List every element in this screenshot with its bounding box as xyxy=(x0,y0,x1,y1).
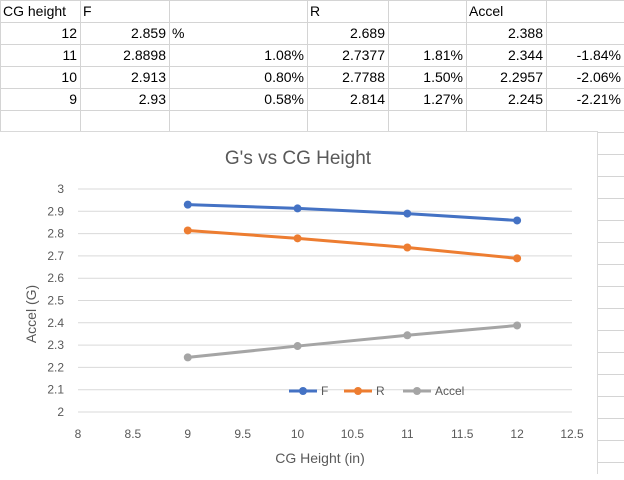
y-tick-label: 2.2 xyxy=(47,360,64,374)
x-tick-label: 10.5 xyxy=(341,427,365,441)
cell-accel[interactable]: 2.245 xyxy=(507,91,543,107)
cell-cg[interactable]: 12 xyxy=(61,25,77,41)
legend-label-f: F xyxy=(321,384,328,398)
data-point-accel xyxy=(403,331,412,340)
series-line-accel xyxy=(187,323,518,359)
cell-cg[interactable]: 10 xyxy=(61,69,77,85)
data-point-f xyxy=(293,204,302,213)
cell-r[interactable]: 2.7788 xyxy=(342,69,385,85)
header-accel[interactable]: Accel xyxy=(469,3,504,19)
series-line-r xyxy=(187,228,518,260)
y-tick-label: 2.4 xyxy=(47,316,64,330)
cell-unit[interactable]: % xyxy=(172,25,185,41)
data-point-f xyxy=(513,216,522,225)
x-tick-label: 10 xyxy=(291,427,305,441)
line-chart: G's vs CG Height 2 2.1 2.2 2.3 2.4 2.5 2.6 2.7 2… xyxy=(23,148,584,466)
cell-f[interactable]: 2.913 xyxy=(130,69,166,85)
y-tick-label: 2.6 xyxy=(47,271,64,285)
data-point-f xyxy=(183,200,192,209)
x-tick-label: 12 xyxy=(510,427,524,441)
cell-accel-pct[interactable]: -2.21% xyxy=(576,91,621,107)
cell-f[interactable]: 2.93 xyxy=(138,91,166,107)
legend-marker-f xyxy=(299,387,307,395)
y-tick-label: 2.8 xyxy=(47,227,64,241)
y-tick-label: 2.1 xyxy=(47,383,64,397)
cell-r[interactable]: 2.7377 xyxy=(342,47,385,63)
legend-marker-accel xyxy=(413,387,421,395)
cell-r-pct[interactable]: 1.50% xyxy=(423,69,463,85)
header-cg-height[interactable]: CG height xyxy=(3,3,67,19)
cell-r[interactable]: 2.689 xyxy=(349,25,385,41)
cell-cg[interactable]: 9 xyxy=(69,91,77,107)
cell-accel-pct[interactable]: -1.84% xyxy=(576,47,621,63)
y-tick-label: 3 xyxy=(57,182,64,196)
chart-object[interactable]: G's vs CG Height 2 2.1 2.2 2.3 2.4 2.5 2.6 2.7 2… xyxy=(0,131,598,474)
cell-accel-pct[interactable]: -2.06% xyxy=(576,69,621,85)
y-axis-title[interactable]: Accel (G) xyxy=(23,285,39,343)
cell-r-pct[interactable]: 1.27% xyxy=(423,91,463,107)
data-point-f xyxy=(403,209,412,218)
cell-cg[interactable]: 11 xyxy=(62,47,77,63)
y-tick-label: 2.3 xyxy=(47,338,64,352)
cell-f[interactable]: 2.8898 xyxy=(123,47,166,63)
y-tick-label: 2.5 xyxy=(47,294,64,308)
legend-label-accel: Accel xyxy=(435,384,464,398)
legend-label-r: R xyxy=(376,384,385,398)
data-point-r xyxy=(403,243,412,252)
chart-title[interactable]: G's vs CG Height xyxy=(225,148,372,169)
cell-f-pct[interactable]: 0.58% xyxy=(264,91,304,107)
cell-accel[interactable]: 2.388 xyxy=(507,25,543,41)
data-point-accel xyxy=(183,353,192,362)
y-tick-label: 2 xyxy=(57,405,64,419)
x-tick-label: 8.5 xyxy=(125,427,142,441)
cell-r-pct[interactable]: 1.81% xyxy=(423,47,463,63)
y-tick-label: 2.9 xyxy=(47,204,64,218)
data-point-r xyxy=(183,226,192,235)
data-point-accel xyxy=(293,342,302,351)
cell-f[interactable]: 2.859 xyxy=(130,25,166,41)
data-point-r xyxy=(513,254,522,263)
cell-r[interactable]: 2.814 xyxy=(349,91,385,107)
cell-f-pct[interactable]: 0.80% xyxy=(264,69,304,85)
cell-accel[interactable]: 2.2957 xyxy=(500,69,543,85)
x-tick-label: 11.5 xyxy=(451,427,474,441)
x-tick-label: 12.5 xyxy=(560,427,584,441)
x-tick-label: 8 xyxy=(75,427,82,441)
legend-marker-r xyxy=(354,387,362,395)
y-tick-label: 2.7 xyxy=(47,249,64,263)
series-line-f xyxy=(187,203,518,222)
x-tick-label: 11 xyxy=(401,427,414,441)
cell-f-pct[interactable]: 1.08% xyxy=(264,47,304,63)
data-point-r xyxy=(293,234,302,243)
data-point-accel xyxy=(513,321,522,330)
header-r[interactable]: R xyxy=(310,3,321,19)
x-tick-label: 9.5 xyxy=(234,427,251,441)
header-f[interactable]: F xyxy=(83,3,92,19)
x-axis-title[interactable]: CG Height (in) xyxy=(275,450,364,466)
x-tick-label: 9 xyxy=(184,427,191,441)
cell-accel[interactable]: 2.344 xyxy=(507,47,543,63)
